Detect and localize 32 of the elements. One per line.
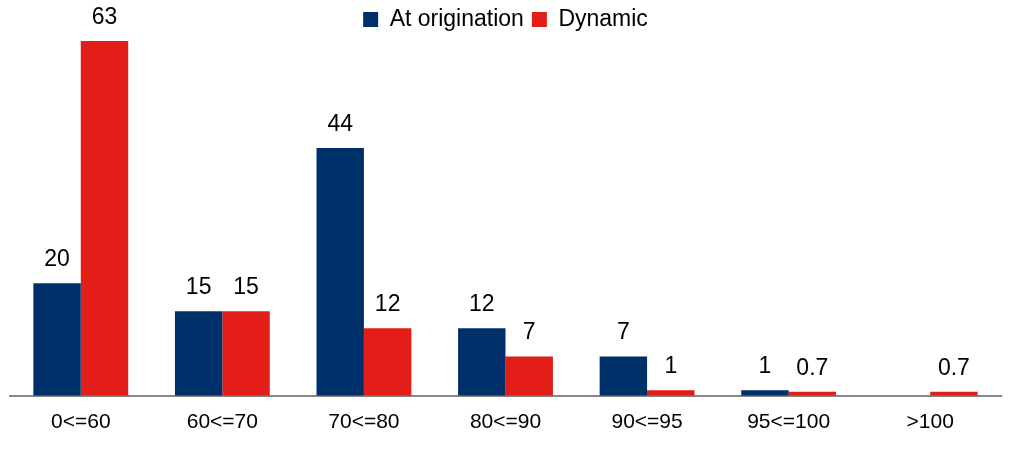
data-label: 15 [233,273,259,300]
bar [599,356,648,396]
data-label: 63 [91,2,118,29]
x-tick-label: 70<=80 [328,409,400,433]
bar [222,311,270,396]
bar [33,283,81,396]
bar [505,356,553,396]
legend-label: Dynamic [558,4,648,31]
x-tick-label: 95<=100 [747,409,831,433]
data-label: 0.7 [937,353,970,380]
data-label: 1 [758,352,772,379]
x-tick-label: >100 [906,409,954,433]
data-label: 15 [185,273,212,300]
bar [741,390,789,396]
data-label: 7 [616,318,630,345]
x-tick-label: 90<=95 [611,409,683,433]
bar [316,148,364,396]
bar [80,41,129,396]
data-label: 44 [327,109,354,136]
data-label: 0.7 [796,353,829,380]
data-label: 1 [664,352,678,379]
data-label: 12 [374,290,401,317]
legend-label: At origination [389,4,524,31]
x-tick-label: 0<=60 [51,409,111,433]
data-label: 20 [44,245,70,272]
bar [174,311,223,396]
x-tick-label: 60<=70 [186,409,258,433]
data-label: 12 [468,290,495,317]
bar [363,328,412,396]
x-tick-label: 80<=90 [469,409,542,433]
bar [458,328,506,396]
data-label: 7 [522,318,536,345]
